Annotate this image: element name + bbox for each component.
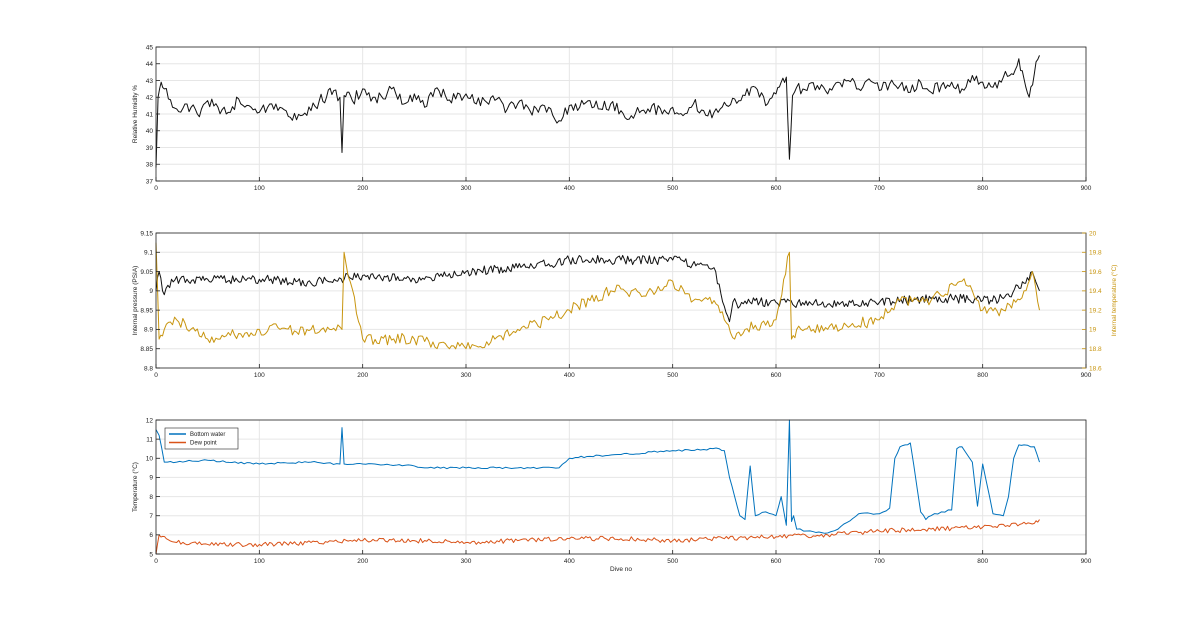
right-y-tick-label: 19 <box>1089 327 1097 334</box>
temperature-panel: 0 100 200 300 400 500 600 700 800 90056789101112 … <box>131 417 1092 573</box>
y-tick-label: 37 <box>146 178 154 185</box>
x-tick-label: 200 <box>357 185 368 192</box>
y-tick-label: 38 <box>146 162 154 169</box>
x-tick-label: 500 <box>667 372 678 379</box>
y-tick-label: 6 <box>149 532 153 539</box>
y-tick-label: 9 <box>149 288 153 295</box>
y-tick-label: 40 <box>146 128 154 135</box>
y-tick-label: 8.95 <box>140 307 153 314</box>
y-tick-label: 43 <box>146 78 154 85</box>
x-tick-label: 300 <box>461 372 472 379</box>
temperature-series-layer <box>155 419 1040 555</box>
dive-no-x-axis-label: Dive no <box>610 566 632 573</box>
y-tick-label: 9 <box>149 475 153 482</box>
y-tick-label: 9.05 <box>140 269 153 276</box>
temperature-y-axis-label: Temperature (°C) <box>131 462 139 512</box>
x-tick-label: 200 <box>357 372 368 379</box>
series-line-1 <box>155 519 1040 555</box>
x-tick-label: 400 <box>564 372 575 379</box>
x-tick-label: 100 <box>254 372 265 379</box>
y-tick-label: 8.85 <box>140 346 153 353</box>
x-tick-label: 200 <box>357 558 368 565</box>
x-tick-label: 400 <box>564 185 575 192</box>
x-tick-label: 700 <box>874 185 885 192</box>
pressure-series-layer <box>155 242 1040 350</box>
right-y-tick-label: 20 <box>1089 230 1097 237</box>
x-tick-label: 700 <box>874 558 885 565</box>
temperature-legend: Bottom water Dew point <box>164 427 239 450</box>
y-tick-label: 44 <box>146 61 154 68</box>
x-tick-label: 100 <box>254 558 265 565</box>
y-tick-label: 10 <box>146 456 154 463</box>
y-tick-label: 39 <box>146 145 154 152</box>
x-tick-label: 300 <box>461 185 472 192</box>
humidity-y-axis-label: Relative Humidity % <box>132 85 139 143</box>
x-tick-label: 900 <box>1081 372 1092 379</box>
x-tick-label: 400 <box>564 558 575 565</box>
temperature-ticks: 0 100 200 300 400 500 600 700 800 900 5 6 7 8 9 10 11 12 <box>146 417 1092 565</box>
series-line-1 <box>155 242 1040 350</box>
x-tick-label: 100 <box>254 185 265 192</box>
pressure-y-axis-label: Internal pressure (PSIA) <box>132 266 139 336</box>
y-tick-label: 8.8 <box>144 365 153 372</box>
y-tick-label: 45 <box>146 44 154 51</box>
y-tick-label: 7 <box>149 513 153 520</box>
right-y-tick-label: 18.8 <box>1089 346 1102 353</box>
x-tick-label: 800 <box>977 372 988 379</box>
humidity-ticks: 0 100 200 300 400 500 600 700 800 900 37 38 39 40 41 42… <box>146 44 1092 192</box>
x-tick-label: 0 <box>154 558 158 565</box>
x-tick-label: 600 <box>771 558 782 565</box>
right-y-tick-label: 19.4 <box>1089 288 1102 295</box>
right-y-tick-label: 19.6 <box>1089 269 1102 276</box>
y-tick-label: 42 <box>146 95 154 102</box>
y-tick-label: 9.1 <box>144 250 153 257</box>
y-tick-label: 9.15 <box>140 230 153 237</box>
humidity-panel: 0 100 200 300 400 500 600 700 800 900 37 38 39 40 41 42… <box>132 44 1092 192</box>
series-line-0 <box>155 419 1040 534</box>
x-tick-label: 500 <box>667 558 678 565</box>
x-tick-label: 900 <box>1081 558 1092 565</box>
y-tick-label: 11 <box>146 436 153 443</box>
right-y-tick-label: 19.2 <box>1089 307 1102 314</box>
legend-label-dew-point: Dew point <box>190 441 217 447</box>
pressure-panel: 0 100 200 300 400 500 600 700 800 900 8.8 8.85 8.9 8.… <box>132 230 1118 379</box>
y-tick-label: 12 <box>146 417 154 424</box>
series-line-0 <box>155 55 1040 168</box>
x-tick-label: 800 <box>977 558 988 565</box>
y-tick-label: 5 <box>149 551 153 558</box>
internal-temperature-y-axis-label: Internal temperature (°C) <box>1110 265 1118 337</box>
x-tick-label: 600 <box>771 372 782 379</box>
series-line-0 <box>155 254 1040 323</box>
humidity-series-layer <box>155 55 1040 168</box>
x-tick-label: 800 <box>977 185 988 192</box>
right-y-tick-label: 18.6 <box>1089 365 1102 372</box>
y-tick-label: 8.9 <box>144 327 153 334</box>
y-tick-label: 41 <box>146 111 154 118</box>
pressure-axes-frame <box>155 232 1087 369</box>
temperature-axes-frame <box>155 419 1087 555</box>
pressure-ticks: 0 100 200 300 400 500 600 700 800 900 8.8 8.85 8.9 8.… <box>140 230 1102 379</box>
x-tick-label: 0 <box>154 185 158 192</box>
x-tick-label: 700 <box>874 372 885 379</box>
x-tick-label: 300 <box>461 558 472 565</box>
x-tick-label: 500 <box>667 185 678 192</box>
right-y-tick-label: 19.8 <box>1089 250 1102 257</box>
x-tick-label: 900 <box>1081 185 1092 192</box>
y-tick-label: 8 <box>149 494 153 501</box>
x-tick-label: 0 <box>154 372 158 379</box>
x-tick-label: 600 <box>771 185 782 192</box>
legend-label-bottom-water: Bottom water <box>190 432 225 438</box>
